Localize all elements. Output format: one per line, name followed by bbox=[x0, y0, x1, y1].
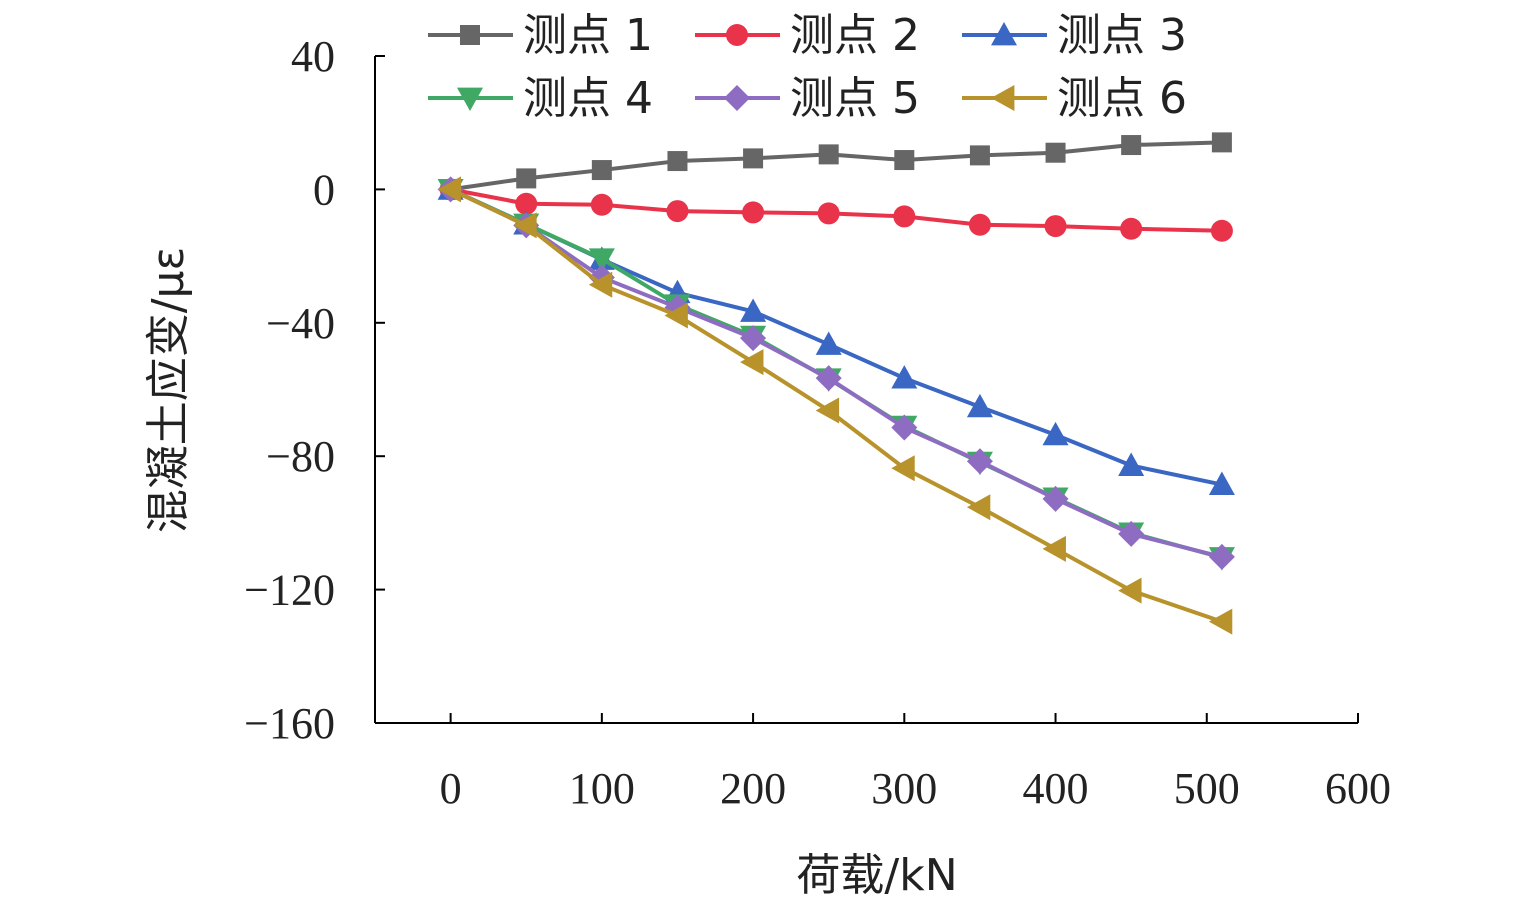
series-1-point bbox=[818, 144, 839, 165]
series-5 bbox=[437, 176, 1235, 570]
series-6-point bbox=[966, 494, 991, 521]
y-tick-label: −120 bbox=[244, 566, 335, 615]
series-2-point bbox=[590, 193, 613, 216]
series-6-point bbox=[815, 397, 840, 424]
x-tick-label: 0 bbox=[440, 764, 462, 813]
legend-swatch-marker bbox=[726, 24, 748, 46]
series-5-point bbox=[815, 365, 842, 392]
series-2 bbox=[439, 178, 1233, 242]
series-6-point bbox=[1118, 577, 1142, 604]
legend-label: 测点 3 bbox=[1057, 10, 1187, 61]
y-tick-label: −40 bbox=[266, 299, 335, 348]
legend-swatch-marker bbox=[991, 22, 1017, 46]
series-1-point bbox=[1045, 142, 1066, 163]
legend-swatch-marker bbox=[460, 25, 480, 45]
x-tick-label: 100 bbox=[569, 764, 635, 813]
series-1 bbox=[440, 132, 1232, 200]
legend-label: 测点 1 bbox=[523, 10, 653, 61]
series-2-point bbox=[893, 205, 916, 228]
series-6-point bbox=[740, 349, 764, 376]
legend-swatch-marker bbox=[991, 85, 1015, 111]
series-2-point bbox=[1210, 219, 1233, 242]
series-3-point bbox=[740, 298, 767, 322]
series-1-point bbox=[969, 145, 990, 166]
series-3-point bbox=[815, 331, 842, 355]
series-5-point bbox=[966, 448, 993, 475]
x-axis-title: 荷载/kN bbox=[796, 850, 957, 901]
series-5-point bbox=[1042, 485, 1069, 512]
series-6-point bbox=[513, 212, 537, 239]
legend-item-2: 测点 2 bbox=[695, 10, 920, 61]
legend-label: 测点 4 bbox=[523, 73, 653, 124]
x-tick-label: 300 bbox=[871, 764, 937, 813]
x-tick-label: 600 bbox=[1325, 764, 1391, 813]
legend-swatch-marker bbox=[724, 85, 750, 111]
legend-label: 测点 6 bbox=[1057, 73, 1187, 124]
series-3-point bbox=[1042, 421, 1069, 446]
series-2-point bbox=[742, 201, 765, 224]
series-1-point bbox=[894, 150, 915, 171]
legend-item-4: 测点 4 bbox=[428, 73, 653, 124]
y-tick-label: 0 bbox=[313, 165, 335, 214]
series-2-point bbox=[666, 200, 689, 223]
series-1-point bbox=[667, 151, 688, 172]
series-5-point bbox=[891, 414, 918, 441]
y-tick-label: 40 bbox=[291, 32, 335, 81]
series-3-point bbox=[1208, 471, 1235, 495]
series-5-point bbox=[1208, 543, 1235, 570]
series-2-point bbox=[1120, 217, 1143, 240]
series-3-line bbox=[449, 187, 1223, 487]
series-5-point bbox=[740, 325, 767, 352]
series-6-point bbox=[1208, 608, 1233, 635]
series-layer bbox=[437, 132, 1235, 635]
legend-item-3: 测点 3 bbox=[962, 10, 1187, 61]
series-6-point bbox=[891, 455, 915, 482]
series-3-point bbox=[891, 365, 918, 389]
series-5-point bbox=[1118, 520, 1145, 547]
series-2-point bbox=[817, 202, 840, 225]
series-1-point bbox=[516, 168, 537, 189]
series-3-point bbox=[966, 393, 993, 418]
series-1-point bbox=[743, 148, 764, 169]
legend-item-5: 测点 5 bbox=[695, 73, 920, 124]
series-6-point bbox=[588, 271, 613, 298]
legend: 测点 1 测点 2 测点 3 测点 4 测点 5 测点 6 bbox=[428, 10, 1187, 124]
series-2-point bbox=[515, 192, 538, 215]
series-1-point bbox=[591, 160, 612, 181]
series-3-point bbox=[1118, 452, 1145, 476]
series-1-point bbox=[1121, 135, 1142, 156]
legend-label: 测点 2 bbox=[790, 10, 920, 61]
y-axis-title: 混凝土应变/με bbox=[143, 247, 194, 534]
series-2-point bbox=[1044, 215, 1067, 238]
legend-item-1: 测点 1 bbox=[428, 10, 653, 61]
series-4-point bbox=[588, 248, 615, 272]
x-tick-label: 200 bbox=[720, 764, 786, 813]
x-tick-label: 400 bbox=[1023, 764, 1089, 813]
y-tick-label: −80 bbox=[266, 432, 335, 481]
y-tick-label: −160 bbox=[244, 699, 335, 748]
series-1-point bbox=[1211, 132, 1232, 153]
legend-label: 测点 5 bbox=[790, 73, 920, 124]
series-6-point bbox=[1042, 535, 1066, 562]
legend-item-6: 测点 6 bbox=[962, 73, 1187, 124]
series-6-point bbox=[664, 302, 688, 329]
x-tick-label: 500 bbox=[1174, 764, 1240, 813]
legend-swatch-marker bbox=[457, 87, 483, 111]
series-2-point bbox=[968, 213, 991, 236]
series-6 bbox=[437, 176, 1233, 635]
series-3 bbox=[437, 176, 1235, 495]
series-6-point bbox=[437, 176, 462, 203]
